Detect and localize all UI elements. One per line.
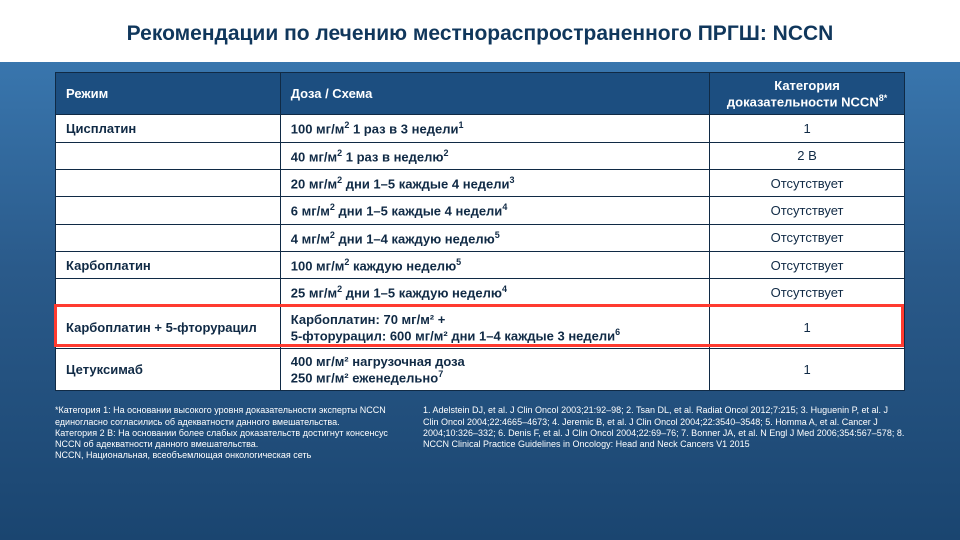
title-bar: Рекомендации по лечению местнораспростра… <box>0 0 960 62</box>
cell-dose: 25 мг/м2 дни 1–5 каждую неделю4 <box>280 279 709 306</box>
cell-category: Отсутствует <box>710 279 905 306</box>
cell-category: 2 B <box>710 142 905 169</box>
cell-category: 1 <box>710 306 905 348</box>
table-row: Карбоплатин + 5-фторурацилКарбоплатин: 7… <box>56 306 905 348</box>
footnote-references: 1. Adelstein DJ, et al. J Clin Oncol 200… <box>423 405 905 461</box>
cell-regimen <box>56 169 281 196</box>
table-row: Цетуксимаб400 мг/м² нагрузочная доза250 … <box>56 348 905 390</box>
cell-category: Отсутствует <box>710 197 905 224</box>
cell-regimen <box>56 279 281 306</box>
cell-dose: 4 мг/м2 дни 1–4 каждую неделю5 <box>280 224 709 251</box>
header-category: Категория доказательности NCCN8* <box>710 73 905 115</box>
cell-category: Отсутствует <box>710 169 905 196</box>
table-header-row: Режим Доза / Схема Категория доказательн… <box>56 73 905 115</box>
cell-dose: 20 мг/м2 дни 1–5 каждые 4 недели3 <box>280 169 709 196</box>
cell-regimen: Цетуксимаб <box>56 348 281 390</box>
cell-dose: 100 мг/м2 каждую неделю5 <box>280 251 709 278</box>
page-title: Рекомендации по лечению местнораспростра… <box>0 22 960 46</box>
cell-dose: 40 мг/м2 1 раз в неделю2 <box>280 142 709 169</box>
header-dose: Доза / Схема <box>280 73 709 115</box>
cell-regimen: Карбоплатин <box>56 251 281 278</box>
cell-dose: 6 мг/м2 дни 1–5 каждые 4 недели4 <box>280 197 709 224</box>
cell-category: 1 <box>710 348 905 390</box>
cell-category: Отсутствует <box>710 224 905 251</box>
cell-category: Отсутствует <box>710 251 905 278</box>
cell-category: 1 <box>710 115 905 142</box>
table-row: 25 мг/м2 дни 1–5 каждую неделю4Отсутству… <box>56 279 905 306</box>
cell-regimen <box>56 142 281 169</box>
cell-regimen: Карбоплатин + 5-фторурацил <box>56 306 281 348</box>
table-row: 4 мг/м2 дни 1–4 каждую неделю5Отсутствуе… <box>56 224 905 251</box>
footnote-definitions: *Категория 1: На основании высокого уров… <box>55 405 405 461</box>
table-row: 6 мг/м2 дни 1–5 каждые 4 недели4Отсутств… <box>56 197 905 224</box>
cell-regimen <box>56 224 281 251</box>
cell-regimen: Цисплатин <box>56 115 281 142</box>
table-row: 20 мг/м2 дни 1–5 каждые 4 недели3Отсутст… <box>56 169 905 196</box>
table-container: Режим Доза / Схема Категория доказательн… <box>55 72 905 391</box>
cell-dose: 100 мг/м2 1 раз в 3 недели1 <box>280 115 709 142</box>
footer: *Категория 1: На основании высокого уров… <box>55 405 905 461</box>
cell-dose: Карбоплатин: 70 мг/м² + 5-фторурацил: 60… <box>280 306 709 348</box>
cell-dose: 400 мг/м² нагрузочная доза250 мг/м² ежен… <box>280 348 709 390</box>
header-regimen: Режим <box>56 73 281 115</box>
table-row: Цисплатин100 мг/м2 1 раз в 3 недели11 <box>56 115 905 142</box>
table-row: Карбоплатин100 мг/м2 каждую неделю5Отсут… <box>56 251 905 278</box>
table-row: 40 мг/м2 1 раз в неделю22 B <box>56 142 905 169</box>
recommendations-table: Режим Доза / Схема Категория доказательн… <box>55 72 905 391</box>
cell-regimen <box>56 197 281 224</box>
